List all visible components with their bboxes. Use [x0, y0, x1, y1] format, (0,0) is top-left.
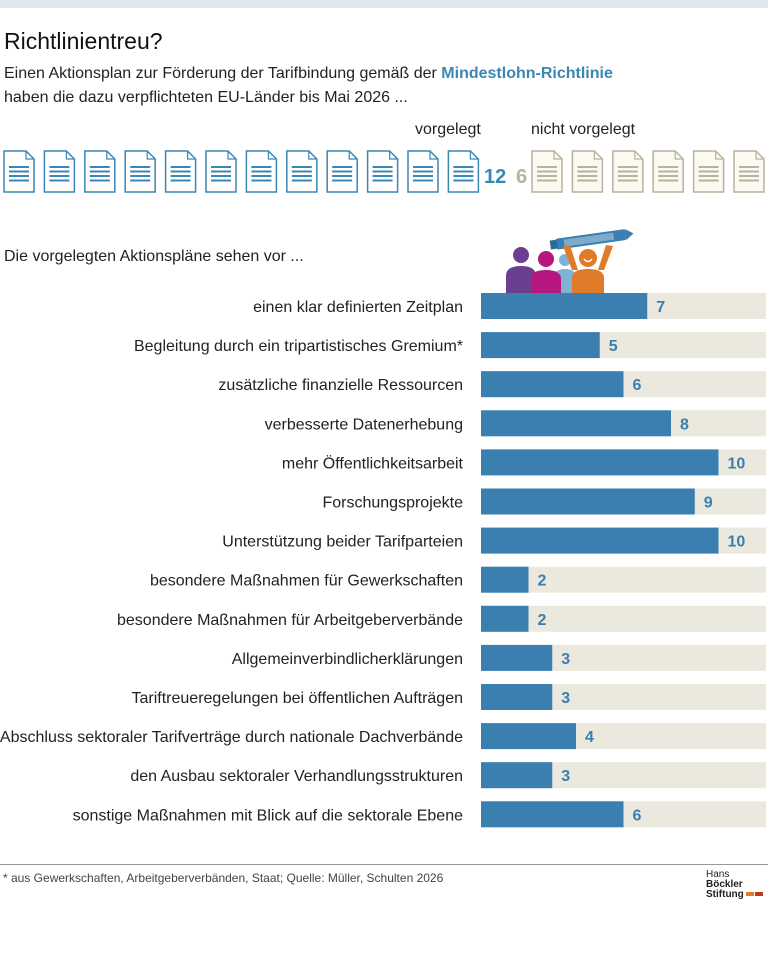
- logo-text-stiftung: Stiftung: [706, 889, 744, 900]
- subtitle-text-1: Einen Aktionsplan zur Förderung der Tari…: [4, 65, 442, 82]
- category-label: Allgemeinverbindlicherklärungen: [232, 651, 463, 668]
- page-subtitle: Einen Aktionsplan zur Förderung der Tari…: [4, 62, 704, 110]
- submitted-label: vorgelegt: [415, 121, 481, 138]
- document-icon-submitted: [124, 150, 156, 193]
- category-label: besondere Maßnahmen für Gewerkschaften: [150, 573, 463, 590]
- bar: [481, 723, 576, 750]
- category-label: den Abschluss sektoraler Tarifverträge d…: [0, 729, 463, 746]
- category-label: sonstige Maßnahmen mit Blick auf die sek…: [73, 807, 464, 824]
- document-icon-submitted: [3, 150, 35, 193]
- category-label: mehr Öffentlichkeitsarbeit: [282, 454, 464, 472]
- value-label: 9: [704, 495, 713, 512]
- document-icon-submitted: [447, 150, 480, 193]
- bar: [481, 762, 553, 789]
- value-label: 6: [633, 377, 642, 394]
- people-with-pen-icon: [506, 229, 634, 295]
- category-label: zusätzliche finanzielle Ressourcen: [218, 377, 463, 394]
- document-icon-not-submitted: [612, 150, 644, 193]
- document-icon-not-submitted: [531, 150, 563, 193]
- category-label: Forschungsprojekte: [322, 495, 463, 512]
- document-icon-not-submitted: [652, 150, 684, 193]
- value-label: 3: [561, 690, 570, 707]
- document-icons-row: [3, 150, 765, 193]
- logo-text-hans: Hans: [706, 869, 730, 880]
- document-icon-submitted: [84, 150, 116, 193]
- document-icon-submitted: [366, 150, 399, 193]
- category-label: Unterstützung beider Tarifparteien: [222, 534, 463, 551]
- document-icon-submitted: [245, 150, 278, 193]
- value-label: 3: [561, 651, 570, 668]
- bar: [481, 371, 624, 398]
- footnote: * aus Gewerkschaften, Arbeitgeberverbänd…: [3, 871, 444, 885]
- category-label: einen klar definierten Zeitplan: [253, 299, 463, 316]
- footer-divider: [0, 864, 768, 865]
- document-icon-submitted: [43, 150, 76, 193]
- value-label: 6: [633, 807, 642, 824]
- value-label: 7: [656, 299, 665, 316]
- not-submitted-count: 6: [516, 166, 528, 188]
- subtitle-text-2: haben die dazu verpflichteten EU-Länder …: [4, 89, 408, 106]
- value-label: 10: [728, 534, 746, 551]
- category-label: den Ausbau sektoraler Verhandlungsstrukt…: [130, 768, 463, 785]
- bar: [481, 801, 624, 828]
- top-band: [0, 0, 768, 8]
- bar: [481, 332, 600, 359]
- intro-text: Die vorgelegten Aktionspläne sehen vor .…: [4, 248, 304, 265]
- logo-bar-red: [754, 892, 763, 897]
- category-label: verbesserte Datenerhebung: [265, 416, 463, 433]
- bar: [481, 293, 648, 319]
- bar: [481, 644, 553, 671]
- category-label: besondere Maßnahmen für Arbeitgeberverbä…: [117, 612, 463, 629]
- document-icon-not-submitted: [692, 150, 725, 193]
- document-icon-submitted: [286, 150, 318, 193]
- document-icon-submitted: [326, 150, 358, 193]
- document-icon-submitted: [407, 150, 439, 193]
- page-title: Richtlinientreu?: [4, 28, 163, 54]
- document-icon-not-submitted: [733, 150, 765, 193]
- submitted-count: 12: [484, 166, 507, 188]
- document-icon-submitted: [205, 150, 237, 193]
- value-label: 10: [728, 455, 746, 472]
- value-label: 2: [538, 612, 547, 629]
- hans-boeckler-logo: Hans Böckler Stiftung: [706, 870, 768, 900]
- subtitle-highlight: Mindestlohn-Richtlinie: [441, 65, 613, 82]
- logo-text-boeckler: Böckler: [706, 879, 743, 890]
- value-label: 3: [561, 768, 570, 785]
- value-label: 5: [609, 338, 618, 355]
- bar: [481, 488, 695, 515]
- bar: [481, 410, 671, 437]
- value-label: 8: [680, 416, 689, 433]
- bar: [481, 566, 529, 593]
- bar: [481, 684, 553, 710]
- category-label: Begleitung durch ein tripartistisches Gr…: [134, 338, 463, 355]
- bar: [481, 449, 719, 476]
- value-label: 4: [585, 729, 594, 746]
- value-label: 2: [538, 573, 547, 590]
- bar: [481, 605, 529, 632]
- bar: [481, 527, 719, 554]
- category-label: Tariftreueregelungen bei öffentlichen Au…: [132, 690, 464, 707]
- logo-bar-orange: [745, 892, 754, 897]
- document-icon-not-submitted: [571, 150, 604, 193]
- not-submitted-label: nicht vorgelegt: [531, 121, 636, 138]
- document-icon-submitted: [164, 150, 197, 193]
